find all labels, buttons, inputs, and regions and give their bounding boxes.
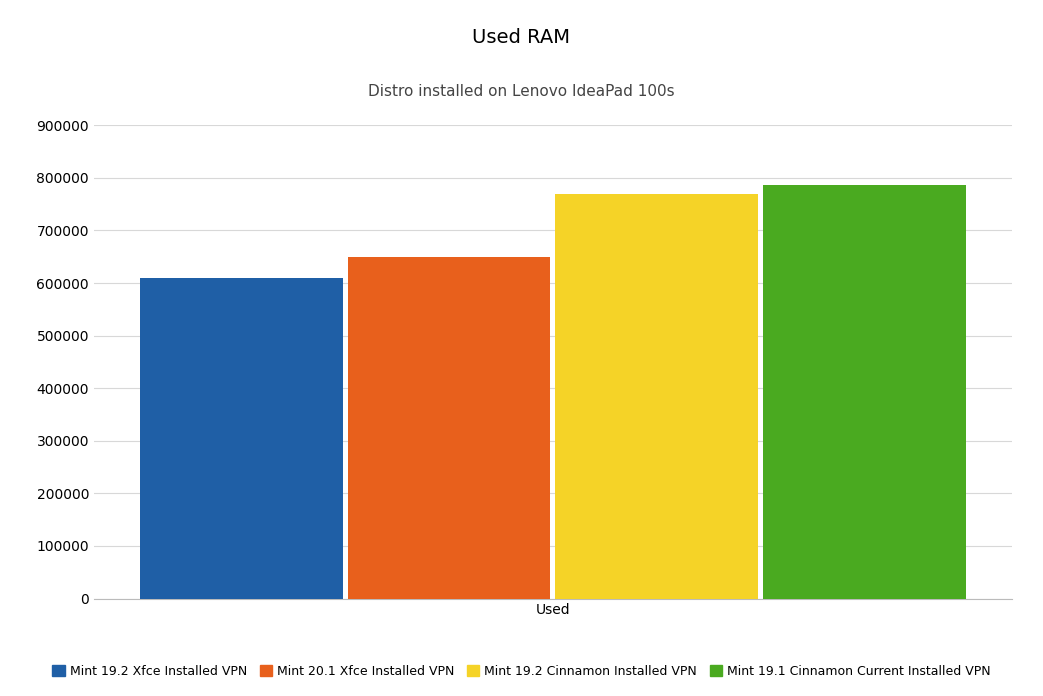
Bar	[762, 185, 966, 599]
Legend: Mint 19.2 Xfce Installed VPN, Mint 20.1 Xfce Installed VPN, Mint 19.2 Cinnamon I: Mint 19.2 Xfce Installed VPN, Mint 20.1 …	[47, 660, 996, 683]
Bar	[140, 278, 343, 599]
Bar	[347, 257, 551, 599]
Text: Distro installed on Lenovo IdeaPad 100s: Distro installed on Lenovo IdeaPad 100s	[368, 84, 675, 99]
Bar	[555, 193, 758, 599]
Text: Used RAM: Used RAM	[472, 28, 571, 47]
